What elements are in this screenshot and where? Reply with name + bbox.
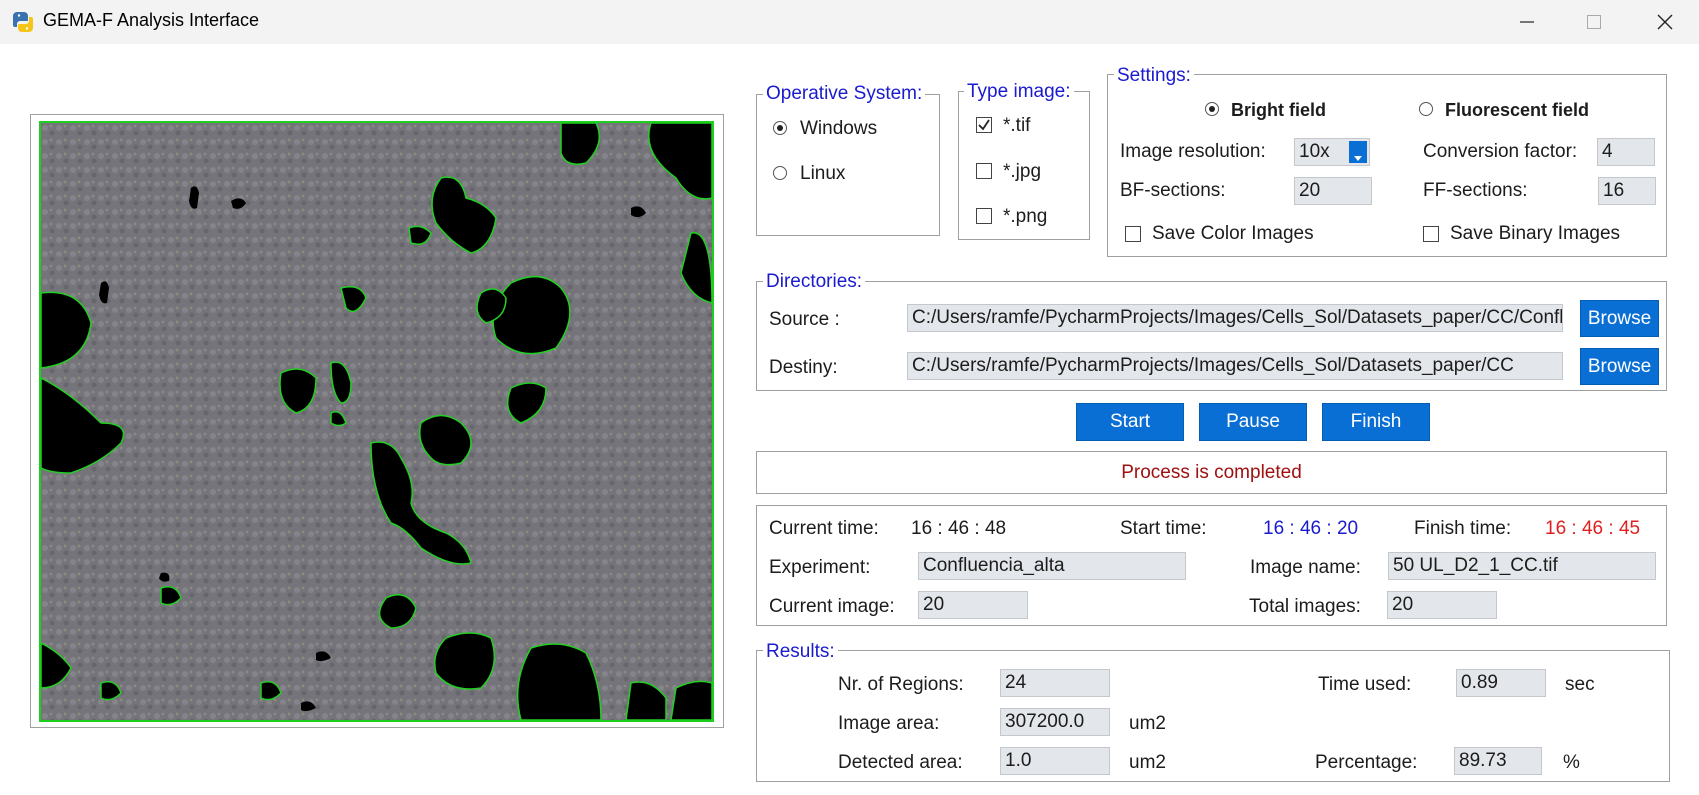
finish-button[interactable]: Finish [1322,403,1430,441]
image-area-label: Image area: [838,713,940,734]
time-used-unit: sec [1565,674,1595,695]
start-time-label: Start time: [1120,518,1207,539]
python-logo-icon [13,12,33,32]
detected-area-field[interactable]: 1.0 [1000,747,1110,775]
finish-time-value: 16 : 46 : 45 [1545,518,1641,539]
start-button[interactable]: Start [1076,403,1184,441]
info-group [756,505,1667,626]
save-color-checkbox[interactable] [1125,226,1141,242]
image-name-field[interactable]: 50 UL_D2_1_CC.tif [1388,552,1656,580]
windows-label: Windows [800,118,878,139]
total-images-label: Total images: [1249,596,1361,617]
experiment-field[interactable]: Confluencia_alta [918,552,1186,580]
percentage-unit: % [1563,752,1580,773]
time-used-field[interactable]: 0.89 [1456,669,1546,697]
pause-button[interactable]: Pause [1199,403,1307,441]
maximize-icon [1587,15,1601,29]
fluorescent-field-radio[interactable] [1419,102,1433,116]
ff-sections-field[interactable]: 16 [1598,177,1656,205]
image-name-label: Image name: [1250,557,1361,578]
minimize-button[interactable] [1499,0,1555,44]
close-button[interactable] [1637,0,1693,44]
tif-checkbox[interactable] [976,117,992,133]
linux-label: Linux [800,163,846,184]
jpg-checkbox[interactable] [976,163,992,179]
image-resolution-label: Image resolution: [1120,141,1266,162]
finish-time-label: Finish time: [1414,518,1512,539]
results-legend: Results: [763,641,838,663]
analyzed-image [39,121,714,722]
bf-sections-label: BF-sections: [1120,180,1226,201]
fluorescent-field-label: Fluorescent field [1445,100,1590,120]
source-label: Source : [769,309,840,330]
save-color-label: Save Color Images [1152,223,1314,244]
status-message: Process is completed [1121,462,1302,483]
source-path-field[interactable]: C:/Users/ramfe/PycharmProjects/Images/Ce… [907,304,1563,332]
bright-field-label: Bright field [1231,100,1326,120]
window-title: GEMA-F Analysis Interface [43,10,260,30]
current-time-value: 16 : 46 : 48 [911,518,1007,539]
settings-legend: Settings: [1114,65,1194,87]
results-group [756,650,1670,782]
type-image-legend: Type image: [964,81,1074,103]
maximize-button[interactable] [1566,0,1622,44]
destiny-label: Destiny: [769,357,838,378]
bf-sections-field[interactable]: 20 [1294,177,1372,205]
minimize-icon [1520,21,1534,23]
checkmark-icon [978,119,990,131]
operative-system-legend: Operative System: [763,83,926,105]
regions-label: Nr. of Regions: [838,674,964,695]
percentage-label: Percentage: [1315,752,1418,773]
windows-radio[interactable] [773,121,787,135]
image-area-unit: um2 [1129,713,1166,734]
png-label: *.png [1003,206,1048,227]
settings-group [1107,74,1667,257]
total-images-field[interactable]: 20 [1387,591,1497,619]
save-binary-checkbox[interactable] [1423,226,1439,242]
bright-field-radio[interactable] [1205,102,1219,116]
title-bar: GEMA-F Analysis Interface [0,0,1699,44]
percentage-field[interactable]: 89.73 [1454,747,1542,775]
time-used-label: Time used: [1318,674,1412,695]
jpg-label: *.jpg [1003,161,1042,182]
current-image-label: Current image: [769,596,895,617]
close-icon [1657,14,1673,30]
detected-area-unit: um2 [1129,752,1166,773]
source-browse-button[interactable]: Browse [1580,300,1659,337]
conversion-factor-label: Conversion factor: [1423,141,1578,162]
destiny-path-field[interactable]: C:/Users/ramfe/PycharmProjects/Images/Ce… [907,352,1563,380]
image-resolution-value: 10x [1299,141,1330,162]
ff-sections-label: FF-sections: [1423,180,1528,201]
image-area-field[interactable]: 307200.0 [1000,708,1110,736]
save-binary-label: Save Binary Images [1450,223,1621,244]
directories-legend: Directories: [763,271,866,293]
tif-label: *.tif [1003,115,1031,136]
linux-radio[interactable] [773,166,787,180]
status-box [756,451,1667,494]
directories-group [756,281,1667,391]
detected-area-label: Detected area: [838,752,963,773]
image-resolution-select[interactable]: 10x [1294,138,1370,166]
operative-system-group [756,94,940,236]
destiny-browse-button[interactable]: Browse [1580,348,1659,385]
current-image-field[interactable]: 20 [918,591,1028,619]
segmentation-overlay [41,123,712,720]
experiment-label: Experiment: [769,557,871,578]
start-time-value: 16 : 46 : 20 [1263,518,1359,539]
png-checkbox[interactable] [976,208,992,224]
regions-field[interactable]: 24 [1000,669,1110,697]
current-time-label: Current time: [769,518,879,539]
dropdown-arrow-icon[interactable] [1349,141,1367,163]
conversion-factor-field[interactable]: 4 [1597,138,1655,166]
